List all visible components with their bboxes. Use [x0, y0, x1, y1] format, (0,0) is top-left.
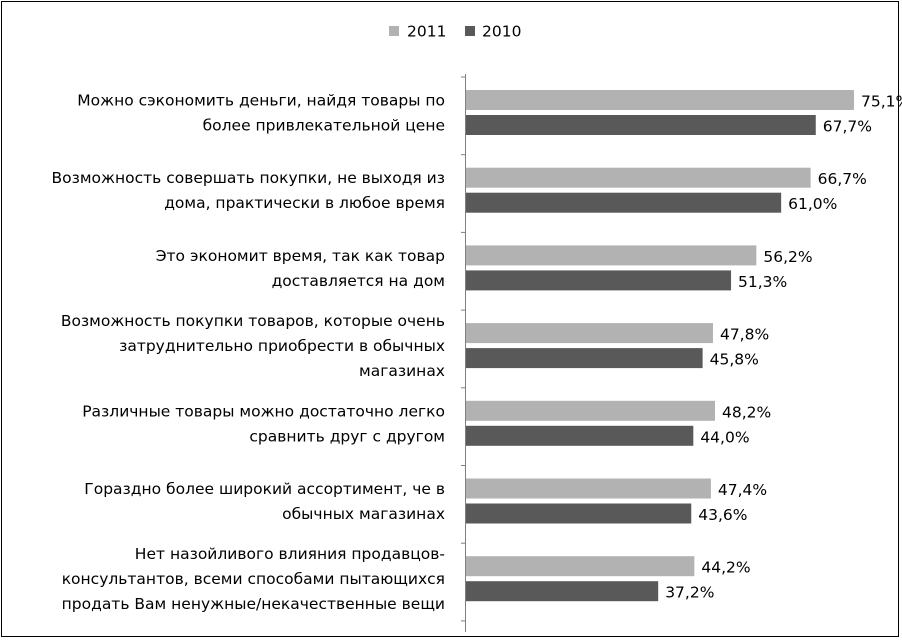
legend-swatch-2011: [389, 26, 399, 36]
data-label-2011-1: 75,1%: [861, 93, 902, 111]
legend-swatch-2010: [465, 26, 475, 36]
legend-label-2010: 2010: [482, 23, 521, 41]
category-label-1-line-2: более привлекательной цене: [203, 117, 445, 135]
data-label-2010-4: 45,8%: [710, 351, 759, 369]
category-label-2-line-1: Возможность совершать покупки, не выходя…: [51, 169, 445, 187]
category-label-4-line-1: Возможность покупки товаров, которые оче…: [61, 312, 445, 330]
category-label-5-line-2: сравнить друг с другом: [249, 427, 445, 445]
bar-2011-6: [466, 478, 711, 499]
data-label-2011-2: 66,7%: [818, 170, 867, 188]
data-label-2011-5: 48,2%: [722, 403, 771, 421]
bar-2011-3: [466, 245, 757, 266]
category-label-4-line-3: магазинах: [359, 362, 445, 380]
bar-2010-1: [466, 115, 816, 135]
data-label-2011-3: 56,2%: [763, 248, 812, 266]
category-label-7-line-2: консультантов, всеми способами пытающихс…: [62, 570, 445, 588]
bar-2010-3: [466, 270, 732, 291]
category-label-3-line-2: доставляется на дом: [272, 272, 445, 290]
bar-2010-4: [466, 348, 703, 369]
category-label-3-line-1: Это экономит время, так как товар: [156, 247, 445, 265]
data-label-2010-5: 44,0%: [700, 428, 749, 446]
bar-2010-6: [466, 503, 692, 524]
bar-2011-2: [466, 167, 811, 188]
category-label-5-line-1: Различные товары можно достаточно легко: [82, 402, 445, 420]
data-label-2010-2: 61,0%: [788, 195, 837, 213]
bar-2010-5: [466, 425, 694, 446]
category-label-1-line-1: Можно сэкономить деньги, найдя товары по: [77, 92, 445, 110]
category-label-6-line-1: Гораздно более широкий ассортимент, че в: [84, 480, 445, 498]
bar-2010-2: [466, 192, 782, 213]
legend-label-2011: 2011: [407, 23, 446, 41]
bar-2011-5: [466, 400, 716, 421]
data-label-2011-7: 44,2%: [701, 559, 750, 577]
category-label-7-line-1: Нет назойливого влияния продавцов-: [135, 545, 445, 563]
category-label-6-line-2: обычных магазинах: [282, 505, 445, 523]
data-label-2010-1: 67,7%: [823, 118, 872, 136]
data-label-2010-7: 37,2%: [665, 584, 714, 602]
data-label-2011-4: 47,8%: [720, 326, 769, 344]
data-label-2011-6: 47,4%: [718, 481, 767, 499]
bar-2011-7: [466, 556, 695, 577]
category-label-7-line-3: продать Вам ненужные/некачественные вещи: [62, 595, 445, 613]
bar-2011-1: [466, 90, 854, 110]
data-label-2010-6: 43,6%: [698, 506, 747, 524]
category-label-4-line-2: затруднительно приобрести в обычных: [119, 337, 445, 355]
bar-2011-4: [466, 323, 713, 344]
category-label-2-line-2: дома, практически в любое время: [164, 194, 445, 212]
data-label-2010-3: 51,3%: [738, 273, 787, 291]
bar-2010-7: [466, 581, 659, 602]
